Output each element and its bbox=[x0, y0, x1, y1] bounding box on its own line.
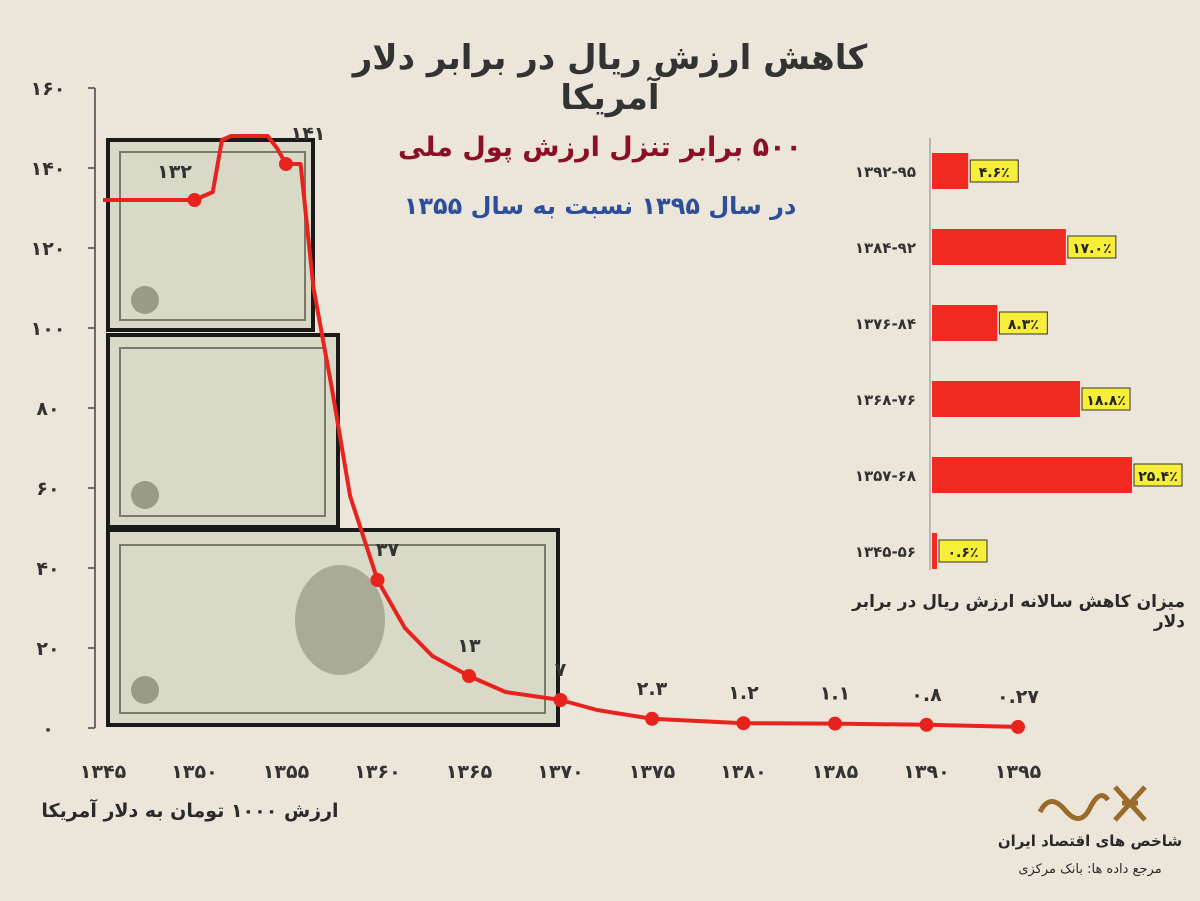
bar-value-box bbox=[1067, 235, 1117, 259]
data-label: ۱۳ bbox=[457, 635, 481, 657]
y-tick-label: ۰ bbox=[42, 718, 54, 740]
bar-value-label: ۱۷.۰٪ bbox=[1072, 241, 1112, 257]
y-tick-label: ۱۰۰ bbox=[31, 318, 66, 340]
y-axis-ticks: ۰ ۲۰ ۴۰ ۶۰ ۸۰ ۱۰۰ ۱۲۰ ۱۴۰ ۱۶۰ bbox=[31, 78, 95, 740]
bar-category-label: ۱۳۸۴-۹۲ bbox=[855, 239, 916, 257]
dollar-bill-illustration bbox=[106, 138, 560, 727]
bar bbox=[932, 305, 998, 341]
bar-value-label: ۲۵.۴٪ bbox=[1138, 469, 1178, 485]
data-point bbox=[736, 716, 751, 731]
y-tick-label: ۲۰ bbox=[36, 638, 59, 660]
data-label: ۱.۲ bbox=[728, 682, 759, 704]
x-tick-label: ۱۳۸۵ bbox=[812, 761, 859, 783]
bar-category-label: ۱۳۶۸-۷۶ bbox=[855, 391, 916, 409]
bar-value-box bbox=[1081, 387, 1131, 411]
bar-value-box bbox=[969, 159, 1019, 183]
x-tick-label: ۱۳۶۰ bbox=[354, 761, 400, 783]
series-points bbox=[187, 157, 1025, 734]
annual-decline-bar-chart: ۱۳۹۲-۹۵ ۴.۶٪ ۱۳۸۴-۹۲ ۱۷.۰٪ ۱۳۷۶-۸۴ ۸.۳٪ ۱۳۶۸-۷… bbox=[855, 138, 1183, 570]
data-label: ۰.۸ bbox=[911, 684, 942, 706]
data-point bbox=[553, 693, 568, 707]
y-tick-label: ۶۰ bbox=[36, 478, 59, 500]
bar-category-label: ۱۳۹۲-۹۵ bbox=[855, 163, 916, 181]
bar-value-box bbox=[998, 311, 1048, 335]
data-source: مرجع داده ها: بانک مرکزی bbox=[1018, 862, 1162, 877]
bar-category-label: ۱۳۴۵-۵۶ bbox=[855, 543, 916, 561]
x-axis-ticks: ۱۳۴۵ ۱۳۵۰ ۱۳۵۵ ۱۳۶۰ ۱۳۶۵ ۱۳۷۰ ۱۳۷۵ ۱۳۸۰ ۱۳۸۵ ۱۳۹۰… bbox=[80, 761, 1042, 783]
data-point bbox=[462, 669, 476, 683]
bar bbox=[932, 533, 937, 569]
y-tick-label: ۸۰ bbox=[36, 398, 59, 420]
bar-value-box bbox=[1133, 463, 1183, 487]
data-label: ۱۳۲ bbox=[157, 161, 192, 183]
bar bbox=[932, 457, 1132, 493]
data-label: ۱.۱ bbox=[820, 683, 850, 705]
data-point bbox=[1011, 719, 1025, 734]
y-tick-label: ۱۲۰ bbox=[31, 238, 66, 260]
data-label: ۷ bbox=[555, 659, 567, 681]
headline: ۵۰۰ برابر تنزل ارزش پول ملی bbox=[397, 132, 803, 163]
data-label: ۳۷ bbox=[376, 539, 400, 561]
data-labels: ۱۳۲ ۱۴۱ ۳۷ ۱۳ ۷ ۲.۳ ۱.۲ ۱.۱ ۰.۸ ۰.۲۷ bbox=[157, 123, 1039, 708]
bar-value-box bbox=[938, 539, 988, 563]
y-tick-label: ۱۴۰ bbox=[31, 158, 66, 180]
bar-category-label: ۱۳۵۷-۶۸ bbox=[855, 467, 916, 485]
publisher-name: شاخص های اقتصاد ایران bbox=[997, 832, 1183, 850]
data-label: ۱۴۱ bbox=[291, 123, 326, 145]
bar bbox=[932, 229, 1066, 265]
bar-chart-title: میزان کاهش سالانه ارزش ریال در برابر دلا… bbox=[852, 592, 1185, 632]
x-tick-label: ۱۳۹۵ bbox=[995, 761, 1042, 783]
chart-title: کاهش ارزش ریال در برابر دلار آمریکا bbox=[352, 38, 868, 118]
x-tick-label: ۱۳۷۰ bbox=[537, 761, 583, 783]
x-tick-label: ۱۳۸۰ bbox=[720, 761, 766, 783]
subheadline: در سال ۱۳۹۵ نسبت به سال ۱۳۵۵ bbox=[403, 192, 797, 220]
data-point bbox=[828, 716, 842, 731]
publisher-logo bbox=[1037, 785, 1147, 822]
series-line bbox=[103, 134, 1019, 729]
bar-value-label: ۱۸.۸٪ bbox=[1086, 393, 1126, 409]
x-tick-label: ۱۳۵۰ bbox=[171, 761, 217, 783]
bar bbox=[932, 381, 1081, 417]
bar bbox=[932, 153, 969, 189]
x-tick-label: ۱۳۴۵ bbox=[80, 761, 127, 783]
bar-category-label: ۱۳۷۶-۸۴ bbox=[855, 315, 916, 333]
x-tick-label: ۱۳۶۵ bbox=[446, 761, 493, 783]
data-point bbox=[187, 193, 202, 207]
data-point bbox=[370, 573, 385, 587]
bar-value-label: ۴.۶٪ bbox=[979, 165, 1010, 181]
data-label: ۰.۲۷ bbox=[997, 686, 1039, 708]
data-point bbox=[645, 711, 659, 726]
x-tick-label: ۱۳۷۵ bbox=[629, 761, 676, 783]
data-label: ۲.۳ bbox=[637, 678, 668, 700]
data-point bbox=[919, 717, 934, 732]
data-point bbox=[279, 157, 293, 171]
y-tick-label: ۴۰ bbox=[36, 558, 59, 580]
x-tick-label: ۱۳۵۵ bbox=[263, 761, 310, 783]
y-tick-label: ۱۶۰ bbox=[31, 78, 66, 100]
bar-value-label: ۸.۳٪ bbox=[1008, 317, 1039, 333]
bar-value-label: ۰.۶٪ bbox=[948, 545, 979, 561]
x-tick-label: ۱۳۹۰ bbox=[903, 761, 949, 783]
x-axis-title: ارزش ۱۰۰۰ تومان به دلار آمریکا bbox=[41, 800, 339, 822]
